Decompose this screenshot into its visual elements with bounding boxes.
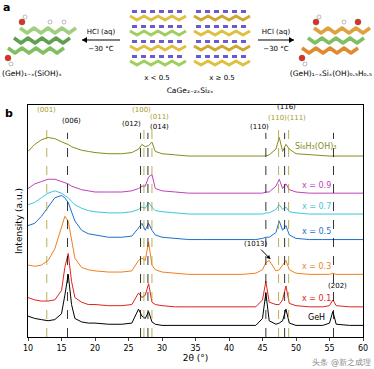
svg-text:Si₆H₃(OH)₃: Si₆H₃(OH)₃ (295, 142, 337, 151)
svg-text:30: 30 (157, 344, 167, 353)
svg-text:a: a (3, 1, 10, 14)
svg-text:35: 35 (190, 344, 200, 353)
svg-text:60: 60 (358, 344, 368, 353)
svg-text:b: b (5, 107, 13, 120)
svg-text:50: 50 (291, 344, 301, 353)
svg-text:HCl (aq): HCl (aq) (87, 28, 116, 36)
svg-text:−30 °C: −30 °C (88, 45, 113, 53)
svg-text:x < 0.5: x < 0.5 (144, 74, 170, 82)
svg-text:15: 15 (56, 344, 66, 353)
svg-text:x = 0.9: x = 0.9 (302, 181, 331, 190)
svg-text:x ≥ 0.5: x ≥ 0.5 (209, 74, 235, 82)
svg-text:2θ (°): 2θ (°) (183, 353, 209, 363)
svg-text:(GeH)₁₋ₓ(SiOH)ₓ: (GeH)₁₋ₓ(SiOH)ₓ (2, 69, 62, 78)
svg-text:40: 40 (224, 344, 234, 353)
svg-text:(1013): (1013) (244, 240, 268, 248)
svg-text:CaGe₂₋₂ₓSi₂ₓ: CaGe₂₋₂ₓSi₂ₓ (167, 86, 214, 95)
svg-text:(111): (111) (287, 114, 306, 122)
svg-text:(110): (110) (268, 114, 287, 122)
svg-text:x = 0.1: x = 0.1 (302, 294, 331, 303)
svg-text:45: 45 (257, 344, 267, 353)
svg-text:25: 25 (123, 344, 133, 353)
html-text:头条 @新之成理: 头条 @新之成理 (312, 358, 371, 367)
svg-text:(001): (001) (37, 106, 56, 114)
svg-text:(100): (100) (132, 106, 151, 114)
svg-text:10: 10 (23, 344, 33, 353)
svg-text:Intensity (a.u.): Intensity (a.u.) (14, 188, 24, 254)
svg-text:x = 0.3: x = 0.3 (302, 262, 331, 271)
svg-text:(006): (006) (62, 117, 81, 125)
svg-text:(012): (012) (122, 120, 141, 128)
svg-text:(GeH)₁₋ₓSiₓ(OH)₀.₅H₀.₅: (GeH)₁₋ₓSiₓ(OH)₀.₅H₀.₅ (290, 69, 372, 78)
svg-text:GeH: GeH (308, 313, 325, 322)
svg-text:−30 °C: −30 °C (263, 45, 288, 53)
svg-text:(116): (116) (277, 103, 296, 111)
svg-text:(110): (110) (250, 123, 269, 131)
svg-text:(011): (011) (150, 113, 169, 121)
svg-text:20: 20 (90, 344, 100, 353)
svg-text:HCl (aq): HCl (aq) (262, 28, 291, 36)
svg-text:x = 0.5: x = 0.5 (302, 227, 331, 236)
svg-text:x = 0.7: x = 0.7 (302, 202, 331, 211)
svg-text:(202): (202) (328, 282, 347, 290)
svg-text:55: 55 (324, 344, 334, 353)
svg-text:(014): (014) (150, 123, 169, 131)
